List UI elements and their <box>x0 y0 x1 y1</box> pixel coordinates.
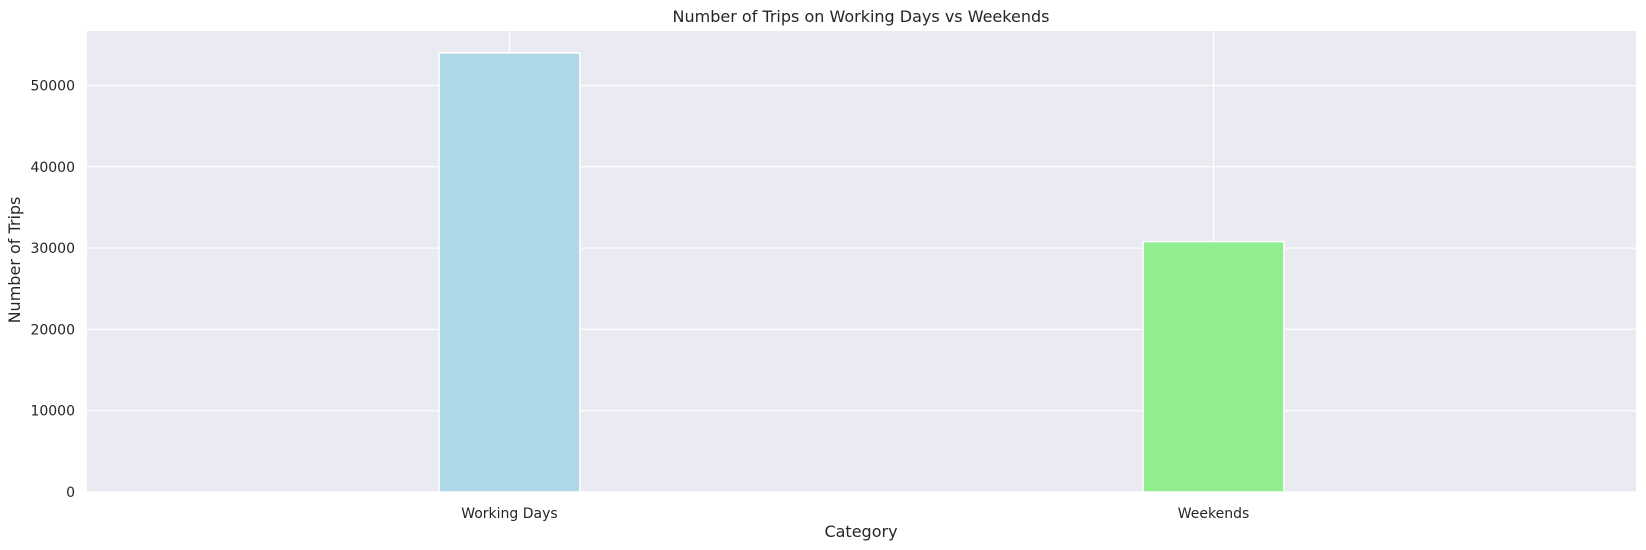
x-axis-ticks: Working Days Weekends <box>461 506 1249 522</box>
y-tick-label: 40000 <box>30 160 75 176</box>
y-tick-label: 0 <box>66 485 75 501</box>
x-tick-label: Weekends <box>1178 506 1250 522</box>
x-tick-label: Working Days <box>461 506 558 522</box>
y-tick-label: 10000 <box>30 404 75 420</box>
plot-background <box>87 31 1636 492</box>
grid-lines <box>87 31 1636 493</box>
chart-title: Number of Trips on Working Days vs Weeke… <box>673 7 1050 26</box>
x-axis-label: Category <box>824 522 897 541</box>
bar-weekends <box>1142 240 1285 493</box>
y-tick-label: 30000 <box>30 241 75 257</box>
y-tick-label: 20000 <box>30 322 75 338</box>
y-axis-ticks: 0 10000 20000 30000 40000 50000 <box>30 78 75 501</box>
y-axis-label: Number of Trips <box>5 197 24 324</box>
bar-working-days <box>438 52 581 493</box>
bars <box>438 52 1285 493</box>
y-tick-label: 50000 <box>30 78 75 94</box>
